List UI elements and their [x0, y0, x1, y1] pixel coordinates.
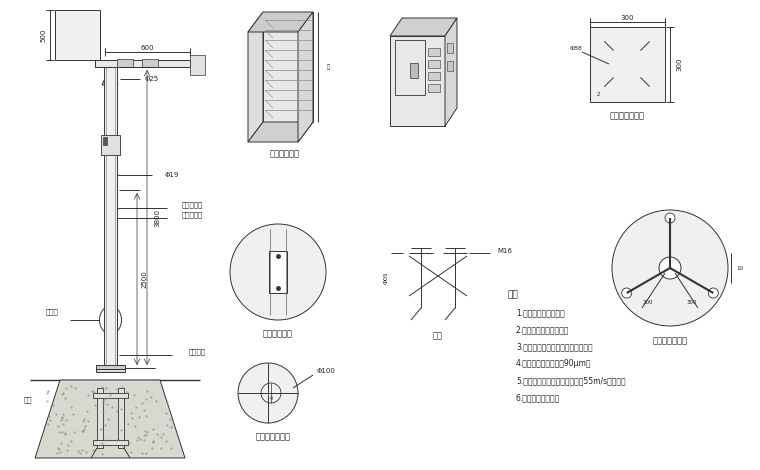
Bar [97, 388, 103, 448]
Circle shape [238, 363, 298, 423]
Text: 300: 300 [687, 300, 697, 306]
Text: 5.立杆、横臂和其它部件应能抗55m/s的风速。: 5.立杆、横臂和其它部件应能抗55m/s的风速。 [516, 376, 625, 385]
Polygon shape [390, 36, 445, 126]
Text: Φ19: Φ19 [165, 172, 179, 178]
Bar [447, 43, 453, 53]
Text: 3.喷涂后不再进行任何加工和焊接。: 3.喷涂后不再进行任何加工和焊接。 [516, 343, 593, 352]
Polygon shape [248, 122, 313, 142]
Circle shape [150, 61, 156, 65]
Circle shape [708, 288, 718, 298]
Bar [96, 365, 125, 369]
Bar [104, 67, 117, 368]
Text: 防水箱放大图: 防水箱放大图 [270, 149, 300, 158]
Bar [118, 388, 124, 448]
Bar [590, 27, 665, 102]
Text: 500: 500 [40, 28, 46, 42]
Text: 1.主干为国标镀锌管。: 1.主干为国标镀锌管。 [516, 308, 565, 318]
Text: 地笼: 地笼 [24, 397, 32, 403]
Polygon shape [35, 380, 185, 458]
Text: 2.上下法兰加强筋连接。: 2.上下法兰加强筋连接。 [516, 326, 569, 335]
Polygon shape [445, 18, 457, 126]
Polygon shape [248, 12, 313, 32]
Bar [428, 72, 440, 80]
Text: 底座法兰正视图: 底座法兰正视图 [610, 111, 644, 120]
Text: 桩机法兰放大图: 桩机法兰放大图 [256, 432, 291, 441]
Text: 3800: 3800 [154, 209, 160, 227]
Bar [447, 61, 453, 71]
Text: M16: M16 [498, 248, 512, 254]
Text: Φ88: Φ88 [570, 46, 582, 50]
Text: 2: 2 [597, 92, 600, 96]
Bar [95, 60, 190, 67]
Text: 300: 300 [620, 15, 634, 21]
Bar [395, 40, 425, 95]
Bar [55, 10, 100, 60]
Text: 上段末色板: 上段末色板 [182, 202, 203, 208]
Bar [142, 59, 158, 67]
Text: 10: 10 [736, 266, 743, 271]
Text: 2500: 2500 [142, 270, 148, 288]
Polygon shape [248, 12, 263, 142]
Bar [93, 440, 128, 445]
Circle shape [665, 213, 675, 223]
Text: 300: 300 [676, 57, 682, 71]
Text: Φ100: Φ100 [317, 368, 335, 374]
Bar [190, 55, 205, 75]
Text: 600: 600 [141, 45, 154, 51]
Text: 4: 4 [270, 397, 273, 401]
Text: 底座法兰放大图: 底座法兰放大图 [653, 337, 688, 345]
Polygon shape [390, 18, 457, 36]
Bar [410, 63, 418, 78]
Text: 6.接触、避雷针可拆: 6.接触、避雷针可拆 [516, 393, 560, 402]
Circle shape [125, 61, 131, 65]
Polygon shape [263, 12, 313, 122]
Bar [428, 84, 440, 92]
Circle shape [602, 39, 610, 46]
Circle shape [230, 224, 326, 320]
Bar [103, 137, 107, 145]
Text: 说明: 说明 [508, 290, 519, 299]
Polygon shape [102, 67, 118, 85]
Circle shape [612, 210, 728, 326]
Text: 300: 300 [643, 300, 654, 306]
Text: Φ25: Φ25 [145, 76, 159, 82]
Circle shape [659, 257, 681, 279]
Text: 下段哑光色: 下段哑光色 [182, 212, 203, 218]
Text: 维修孔放大图: 维修孔放大图 [263, 329, 293, 338]
Bar [101, 135, 120, 155]
Polygon shape [298, 12, 313, 142]
Bar [96, 369, 125, 372]
Circle shape [644, 82, 652, 89]
Text: 地笼: 地笼 [433, 331, 443, 340]
Text: 底座法兰: 底座法兰 [188, 349, 205, 355]
Bar [428, 48, 440, 56]
Bar [269, 251, 287, 293]
Text: 检修孔: 检修孔 [46, 309, 59, 315]
Text: 4.钢管镀锌锌层厚度为90μm。: 4.钢管镀锌锌层厚度为90μm。 [516, 360, 591, 368]
Bar [117, 59, 133, 67]
Bar [93, 393, 128, 398]
Circle shape [602, 82, 610, 89]
Text: 关: 关 [326, 64, 330, 70]
Circle shape [622, 288, 632, 298]
Circle shape [644, 39, 652, 46]
Bar [428, 60, 440, 68]
Text: Φ05: Φ05 [384, 272, 388, 284]
